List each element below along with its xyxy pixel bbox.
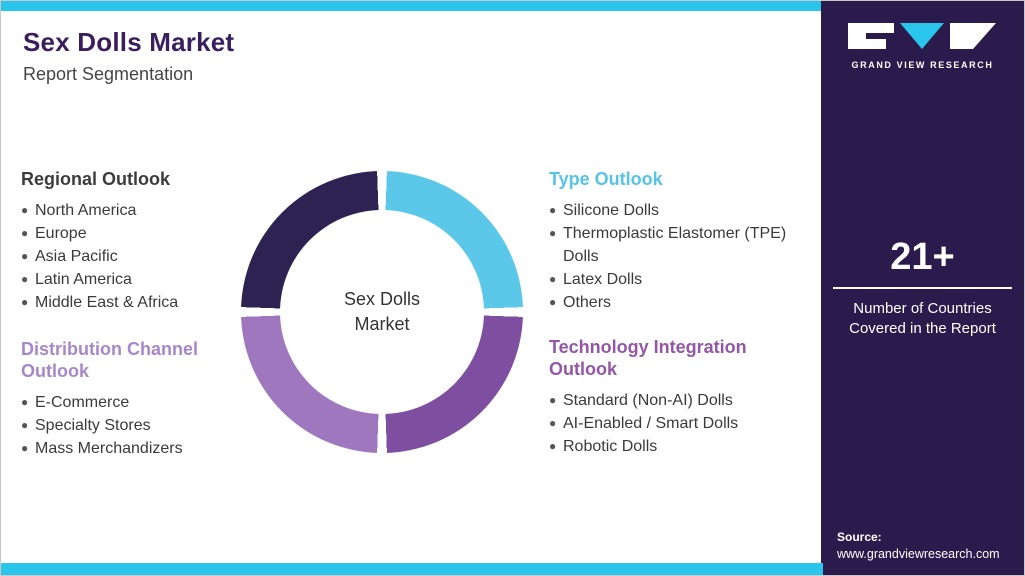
- logo-v-shape: [899, 23, 944, 49]
- list-item: ● Specialty Stores: [21, 414, 259, 437]
- section-list: ● Silicone Dolls ● Thermoplastic Elastomer…: [549, 199, 801, 314]
- section-list: ● E-Commerce ● Specialty Stores ● Mass Merc…: [21, 391, 259, 460]
- logo-g-shape: [847, 23, 894, 49]
- section-title: Distribution Channel Outlook: [21, 339, 198, 381]
- header: Sex Dolls Market Report Segmentation: [23, 27, 234, 85]
- stat-label: Number of Countries Covered in the Repor…: [849, 299, 996, 338]
- top-accent-bar: [1, 1, 823, 11]
- bullet-icon: ●: [21, 225, 29, 240]
- bullet-icon: ●: [21, 202, 29, 217]
- gvr-logo: GRAND VIEW RESEARCH: [821, 23, 1024, 70]
- list-item: ● Silicone Dolls: [549, 199, 801, 222]
- list-item: ● Europe: [21, 222, 249, 245]
- list-item-label: Mass Merchandizers: [35, 439, 183, 457]
- list-item-label: North America: [35, 201, 137, 219]
- bullet-icon: ●: [549, 225, 557, 240]
- donut-center: Sex Dolls Market: [280, 210, 484, 414]
- list-item-label: Thermoplastic Elastomer (TPE) Dolls: [563, 224, 787, 266]
- list-item: ● AI-Enabled / Smart Dolls: [549, 412, 811, 435]
- list-item-label: Specialty Stores: [35, 416, 151, 434]
- section-list: ● Standard (Non-AI) Dolls ● AI-Enabled / S…: [549, 389, 811, 458]
- bullet-icon: ●: [549, 415, 557, 430]
- list-item-label: Standard (Non-AI) Dolls: [563, 391, 733, 409]
- bullet-icon: ●: [21, 249, 29, 264]
- countries-stat: 21+ Number of Countries Covered in the R…: [821, 236, 1024, 339]
- list-item-label: Middle East & Africa: [35, 294, 179, 312]
- list-item: ● Standard (Non-AI) Dolls: [549, 389, 811, 412]
- list-item-label: Asia Pacific: [35, 248, 118, 266]
- bullet-icon: ●: [549, 202, 557, 217]
- bullet-icon: ●: [21, 417, 29, 432]
- section-regional-outlook: Regional Outlook ● North America ● Europe …: [21, 169, 249, 314]
- list-item: ● Mass Merchandizers: [21, 437, 259, 460]
- bullet-icon: ●: [21, 295, 29, 310]
- stat-divider: [833, 286, 1012, 289]
- section-technology-integration-outlook: Technology Integration Outlook ● Standard…: [549, 337, 811, 458]
- section-type-outlook: Type Outlook ● Silicone Dolls ● Thermoplas…: [549, 169, 801, 314]
- list-item-label: Silicone Dolls: [563, 201, 660, 219]
- list-item-label: E-Commerce: [35, 393, 130, 411]
- list-item-label: Europe: [35, 224, 87, 242]
- bullet-icon: ●: [549, 295, 557, 310]
- source-url: www.grandviewresearch.com: [837, 547, 1000, 561]
- donut-center-label: Sex Dolls Market: [343, 288, 421, 334]
- bullet-icon: ●: [549, 272, 557, 287]
- bullet-icon: ●: [21, 440, 29, 455]
- logo-r-shape: [949, 23, 996, 49]
- bullet-icon: ●: [21, 394, 29, 409]
- section-title: Regional Outlook: [21, 169, 171, 189]
- sidebar: GRAND VIEW RESEARCH 21+ Number of Countr…: [821, 1, 1024, 575]
- list-item: ● Asia Pacific: [21, 245, 249, 268]
- source-label: Source:: [837, 530, 882, 544]
- list-item: ● Middle East & Africa: [21, 291, 249, 314]
- list-item-label: Others: [563, 294, 612, 312]
- page-subtitle: Report Segmentation: [23, 64, 194, 84]
- page-title: Sex Dolls Market: [23, 27, 235, 57]
- list-item: ● Robotic Dolls: [549, 435, 811, 458]
- list-item-label: AI-Enabled / Smart Dolls: [563, 414, 739, 432]
- list-item: ● Latin America: [21, 268, 249, 291]
- section-list: ● North America ● Europe ● Asia Pacific ● La…: [21, 199, 249, 314]
- section-distribution-channel-outlook: Distribution Channel Outlook ● E-Commerce…: [21, 339, 259, 460]
- stat-value: 21+: [890, 236, 955, 278]
- list-item: ● Thermoplastic Elastomer (TPE) Dolls: [549, 222, 801, 268]
- gvr-logo-icon: [847, 23, 996, 49]
- list-item: ● Others: [549, 291, 801, 314]
- list-item: ● E-Commerce: [21, 391, 259, 414]
- list-item: ● North America: [21, 199, 249, 222]
- bullet-icon: ●: [549, 438, 557, 453]
- section-title: Type Outlook: [549, 169, 663, 189]
- donut-chart: Sex Dolls Market: [241, 171, 523, 453]
- list-item-label: Robotic Dolls: [563, 437, 658, 455]
- bottom-accent-bar: [1, 563, 823, 575]
- source-block: Source: www.grandviewresearch.com: [837, 530, 1000, 561]
- list-item-label: Latex Dolls: [563, 271, 643, 289]
- bullet-icon: ●: [549, 392, 557, 407]
- list-item-label: Latin America: [35, 271, 132, 289]
- list-item: ● Latex Dolls: [549, 268, 801, 291]
- section-title: Technology Integration Outlook: [549, 337, 747, 379]
- logo-wordmark: GRAND VIEW RESEARCH: [851, 60, 994, 70]
- bullet-icon: ●: [21, 272, 29, 287]
